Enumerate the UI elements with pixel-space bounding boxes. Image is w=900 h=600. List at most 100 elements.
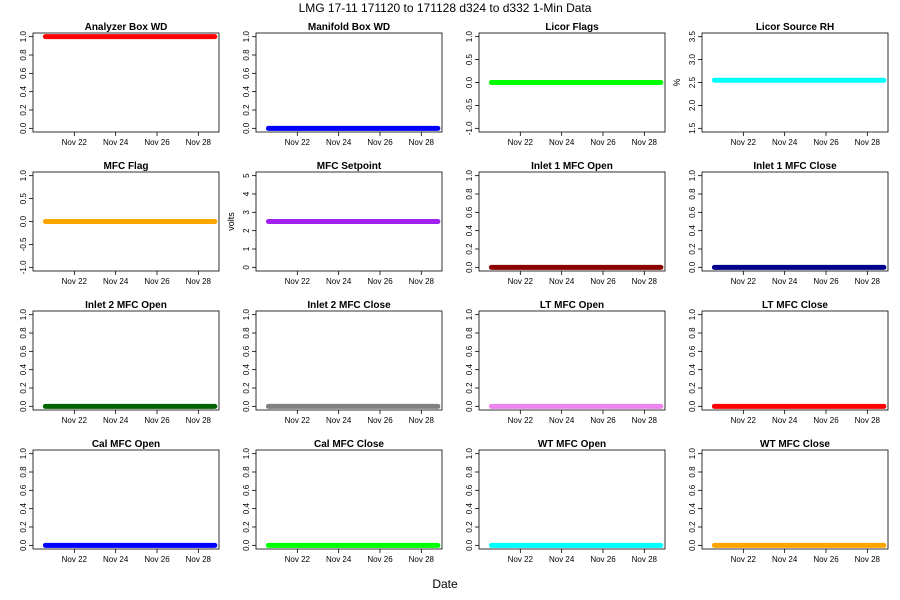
- x-tick-label: Nov 26: [144, 277, 170, 286]
- x-tick-label: Nov 28: [186, 277, 212, 286]
- x-tick-label: Nov 22: [62, 277, 88, 286]
- y-tick-label: 5: [242, 173, 251, 178]
- y-tick-label: 2.0: [688, 99, 697, 111]
- y-tick-label: 1.0: [465, 31, 474, 43]
- y-tick-label: 0.4: [688, 364, 697, 376]
- x-tick-label: Nov 26: [144, 555, 170, 564]
- y-tick-label: 0.5: [465, 53, 474, 65]
- x-tick-label: Nov 26: [144, 416, 170, 425]
- plot-frame: [478, 171, 666, 272]
- y-tick-label: 0.2: [688, 521, 697, 533]
- y-tick-label: 0.6: [242, 345, 251, 357]
- panel-16: WT MFC Close 0.0 0.2 0.4 0.6 0.8 1.0 Nov 22 Nov …: [688, 439, 889, 564]
- y-tick-label: 3: [242, 210, 251, 215]
- plot-frame: [701, 171, 889, 272]
- y-tick-label: 0.6: [465, 206, 474, 218]
- plot-frame: [478, 449, 666, 550]
- y-tick-label: 0.2: [242, 104, 251, 116]
- x-tick-label: Nov 28: [632, 555, 658, 564]
- x-tick-label: Nov 24: [772, 555, 798, 564]
- y-tick-label: 0.2: [465, 521, 474, 533]
- x-tick-label: Nov 26: [590, 277, 616, 286]
- y-tick-label: 1.0: [688, 309, 697, 321]
- panel-2: Manifold Box WD 0.0 0.2 0.4 0.6 0.8 1.0 Nov 22 N…: [242, 22, 443, 147]
- y-tick-label: 1.0: [19, 31, 28, 43]
- y-tick-label: 0.4: [242, 364, 251, 376]
- y-tick-label: 0.0: [465, 76, 474, 88]
- y-tick-label: 1.0: [242, 448, 251, 460]
- y-tick-label: 0.2: [465, 382, 474, 394]
- x-tick-label: Nov 24: [549, 277, 575, 286]
- y-tick-label: 2: [242, 228, 251, 233]
- x-tick-label: Nov 28: [409, 555, 435, 564]
- x-tick-label: Nov 22: [285, 416, 311, 425]
- y-tick-label: 0.0: [19, 400, 28, 412]
- x-tick-label: Nov 28: [632, 138, 658, 147]
- y-tick-label: -0.5: [19, 237, 28, 251]
- x-tick-label: Nov 26: [144, 138, 170, 147]
- x-tick-label: Nov 26: [367, 138, 393, 147]
- y-tick-label: 0.8: [242, 327, 251, 339]
- x-tick-label: Nov 28: [186, 416, 212, 425]
- y-tick-label: 0.6: [19, 484, 28, 496]
- x-tick-label: Nov 26: [813, 555, 839, 564]
- panel-3: Licor Flags -1.0 -0.5 0.0 0.5 1.0 Nov 22 Nov 24…: [465, 22, 666, 147]
- panel-title: LT MFC Open: [540, 300, 604, 311]
- y-tick-label: 0: [242, 265, 251, 270]
- x-tick-label: Nov 24: [772, 277, 798, 286]
- x-tick-label: Nov 28: [409, 277, 435, 286]
- x-tick-label: Nov 22: [731, 277, 757, 286]
- x-tick-label: Nov 26: [367, 555, 393, 564]
- y-tick-label: 0.6: [242, 67, 251, 79]
- panel-title: Manifold Box WD: [308, 22, 390, 33]
- y-tick-label: 0.8: [465, 466, 474, 478]
- x-tick-label: Nov 22: [285, 138, 311, 147]
- panel-title: Cal MFC Close: [314, 439, 384, 450]
- y-tick-label: 0.5: [19, 192, 28, 204]
- y-tick-label: -0.5: [465, 98, 474, 112]
- plot-frame: [478, 310, 666, 411]
- y-tick-label: 0.0: [465, 261, 474, 273]
- x-tick-label: Nov 22: [285, 277, 311, 286]
- y-tick-label: 0.4: [19, 503, 28, 515]
- x-tick-label: Nov 22: [62, 555, 88, 564]
- plot-frame: [32, 310, 220, 411]
- panel-title: LT MFC Close: [762, 300, 828, 311]
- y-tick-label: 1: [242, 246, 251, 251]
- plot-frame: [255, 310, 443, 411]
- x-tick-label: Nov 24: [103, 138, 129, 147]
- panel-title: Cal MFC Open: [92, 439, 160, 450]
- figure-x-axis-label: Date: [432, 577, 458, 591]
- plot-frame: [255, 171, 443, 272]
- y-tick-label: 0.6: [242, 484, 251, 496]
- y-tick-label: 0.4: [19, 364, 28, 376]
- panel-title: Licor Flags: [545, 22, 599, 33]
- panel-1: Analyzer Box WD 0.0 0.2 0.4 0.6 0.8 1.0 Nov 22 N…: [19, 22, 220, 147]
- y-tick-label: 0.2: [688, 243, 697, 255]
- x-tick-label: Nov 28: [186, 555, 212, 564]
- x-tick-label: Nov 28: [409, 138, 435, 147]
- y-tick-label: -1.0: [19, 260, 28, 274]
- x-tick-label: Nov 24: [326, 555, 352, 564]
- x-tick-label: Nov 22: [508, 138, 534, 147]
- y-tick-label: 1.0: [465, 448, 474, 460]
- x-tick-label: Nov 22: [508, 416, 534, 425]
- panels-grid: Analyzer Box WD 0.0 0.2 0.4 0.6 0.8 1.0 Nov 22 N…: [19, 22, 889, 564]
- y-tick-label: 1.5: [688, 122, 697, 134]
- x-tick-label: Nov 24: [772, 138, 798, 147]
- y-tick-label: 0.4: [465, 225, 474, 237]
- x-tick-label: Nov 22: [731, 416, 757, 425]
- y-tick-label: 4: [242, 191, 251, 196]
- panel-11: LT MFC Open 0.0 0.2 0.4 0.6 0.8 1.0 Nov 22 Nov 2…: [465, 300, 666, 425]
- y-tick-label: 0.6: [19, 67, 28, 79]
- y-tick-label: 0.2: [465, 243, 474, 255]
- plot-frame: [701, 449, 889, 550]
- y-tick-label: 0.2: [688, 382, 697, 394]
- y-tick-label: 0.8: [465, 188, 474, 200]
- y-tick-label: 0.8: [688, 327, 697, 339]
- x-tick-label: Nov 24: [103, 277, 129, 286]
- panel-9: Inlet 2 MFC Open 0.0 0.2 0.4 0.6 0.8 1.0 Nov 22…: [19, 300, 220, 425]
- y-axis-label: volts: [226, 212, 236, 231]
- y-tick-label: 0.8: [465, 327, 474, 339]
- panel-12: LT MFC Close 0.0 0.2 0.4 0.6 0.8 1.0 Nov 22 Nov …: [688, 300, 889, 425]
